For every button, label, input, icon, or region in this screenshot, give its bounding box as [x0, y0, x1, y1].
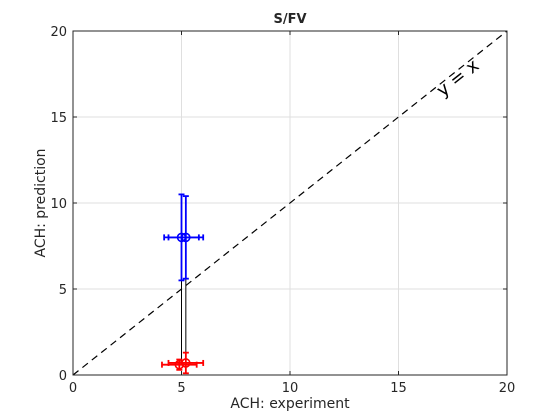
- x-tick-label: 10: [282, 381, 299, 396]
- x-axis-label: ACH: experiment: [230, 396, 350, 412]
- x-tick-label: 0: [69, 381, 77, 396]
- axis-ticks: 0 5 10 15 20 0 5 10 15 20: [50, 25, 515, 396]
- y-tick-label: 0: [59, 369, 67, 384]
- y-tick-label: 20: [50, 25, 67, 40]
- point-marker: [181, 232, 191, 243]
- data-markers-group: [161, 193, 205, 375]
- point-marker: [174, 359, 185, 370]
- point-marker: [181, 358, 191, 368]
- y-tick-label: 10: [50, 197, 67, 212]
- y-tick-label: 5: [59, 283, 67, 298]
- x-tick-label: 5: [177, 381, 185, 396]
- y-axis-label: ACH: prediction: [33, 148, 49, 257]
- x-tick-label: 15: [390, 381, 407, 396]
- x-tick-label: 20: [499, 381, 516, 396]
- chart-title: S/FV: [273, 12, 306, 27]
- reference-line-group: [72, 30, 508, 376]
- data-point: [167, 195, 205, 280]
- y-equals-x-line: [72, 30, 508, 376]
- data-point: [167, 351, 205, 375]
- y-tick-label: 15: [50, 111, 67, 126]
